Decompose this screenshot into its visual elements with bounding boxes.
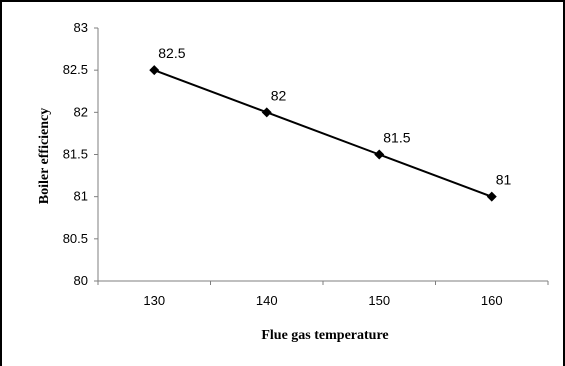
y-tick-label: 81 (74, 189, 88, 204)
x-axis-title: Flue gas temperature (261, 328, 388, 343)
x-tick-label: 150 (368, 293, 390, 308)
x-tick-label: 130 (143, 293, 165, 308)
y-tick-label: 83 (74, 20, 88, 35)
y-tick-label: 80 (74, 273, 88, 288)
data-label: 81.5 (383, 130, 410, 146)
y-axis: 80 80.5 81 81.5 82 82.5 83 (63, 20, 99, 288)
data-label: 82 (271, 87, 287, 103)
x-tick-label: 160 (481, 293, 503, 308)
y-tick-label: 82 (74, 104, 88, 119)
y-tick-label: 82.5 (63, 62, 88, 77)
series-boiler-efficiency (149, 65, 497, 202)
data-labels: 82.5 82 81.5 81 (158, 45, 511, 188)
data-point-marker (486, 191, 497, 202)
x-axis: 130 140 150 160 (97, 280, 549, 308)
series-line (153, 69, 493, 198)
data-point-marker (374, 149, 385, 160)
data-point-marker (149, 65, 160, 76)
y-axis-title: Boiler efficiency (37, 108, 52, 205)
y-tick-label: 80.5 (63, 231, 88, 246)
data-label: 81 (496, 172, 512, 188)
data-point-marker (261, 107, 272, 118)
data-label: 82.5 (158, 45, 185, 61)
y-tick-label: 81.5 (63, 147, 88, 162)
x-tick-label: 140 (256, 293, 278, 308)
